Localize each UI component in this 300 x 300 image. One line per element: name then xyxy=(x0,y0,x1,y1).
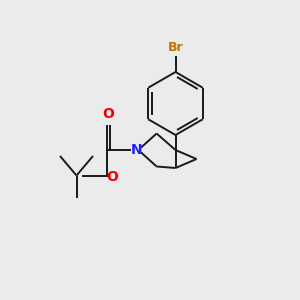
Text: N: N xyxy=(131,143,142,157)
Text: Br: Br xyxy=(168,41,183,54)
Text: O: O xyxy=(102,107,114,121)
Text: O: O xyxy=(106,170,118,184)
